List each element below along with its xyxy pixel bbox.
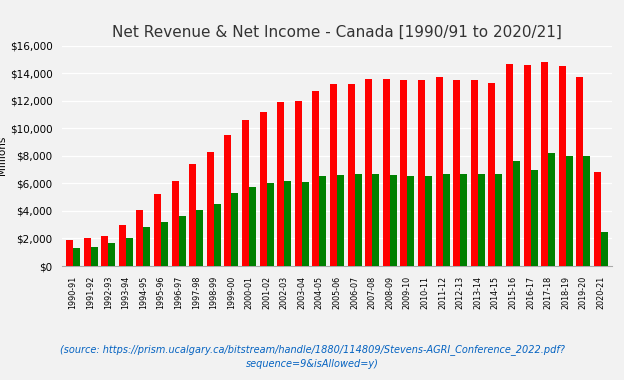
Bar	[470, 80, 478, 266]
Bar	[383, 79, 390, 266]
Bar	[214, 204, 221, 266]
Bar	[319, 176, 326, 266]
Bar	[178, 217, 185, 266]
Bar	[489, 83, 495, 266]
Bar	[566, 156, 573, 266]
Bar	[541, 62, 548, 266]
Bar	[365, 79, 372, 266]
Bar	[478, 174, 485, 266]
Bar	[161, 222, 168, 266]
Bar	[313, 91, 319, 266]
Bar	[207, 152, 214, 266]
Bar	[266, 184, 273, 266]
Bar	[401, 80, 407, 266]
Title: Net Revenue & Net Income - Canada [1990/91 to 2020/21]: Net Revenue & Net Income - Canada [1990/…	[112, 25, 562, 40]
Bar	[354, 174, 361, 266]
Bar	[136, 209, 144, 266]
Bar	[224, 135, 232, 266]
Bar	[601, 231, 608, 266]
Bar	[548, 153, 555, 266]
Bar	[577, 77, 583, 266]
Bar	[418, 80, 425, 266]
Bar	[73, 248, 80, 266]
Bar	[232, 193, 238, 266]
Y-axis label: Millions: Millions	[0, 136, 7, 176]
Bar	[453, 80, 460, 266]
Bar	[196, 209, 203, 266]
Bar	[302, 182, 309, 266]
Bar	[172, 180, 178, 266]
Bar	[407, 176, 414, 266]
Bar	[84, 239, 90, 266]
Bar	[442, 174, 450, 266]
Bar	[506, 63, 513, 266]
Bar	[154, 195, 161, 266]
Bar	[90, 247, 97, 266]
Bar	[284, 180, 291, 266]
Bar	[277, 102, 284, 266]
Bar	[513, 161, 520, 266]
Bar	[337, 175, 344, 266]
Bar	[108, 243, 115, 266]
Bar	[530, 169, 538, 266]
Bar	[260, 112, 266, 266]
Bar	[583, 156, 590, 266]
Bar	[295, 101, 302, 266]
Bar	[524, 65, 530, 266]
Bar	[495, 174, 502, 266]
Bar	[436, 77, 442, 266]
Bar	[558, 66, 566, 266]
Bar	[330, 84, 337, 266]
Bar	[249, 187, 256, 266]
Bar	[348, 84, 354, 266]
Bar	[119, 225, 126, 266]
Bar	[425, 176, 432, 266]
Bar	[189, 164, 196, 266]
Bar	[144, 227, 150, 266]
Bar	[126, 238, 133, 266]
Text: (source: https://prism.ucalgary.ca/bitstream/handle/1880/114809/Stevens-AGRI_Con: (source: https://prism.ucalgary.ca/bitst…	[59, 345, 565, 369]
Bar	[390, 175, 397, 266]
Bar	[66, 240, 73, 266]
Bar	[460, 174, 467, 266]
Bar	[242, 120, 249, 266]
Bar	[101, 236, 108, 266]
Bar	[372, 174, 379, 266]
Bar	[594, 173, 601, 266]
